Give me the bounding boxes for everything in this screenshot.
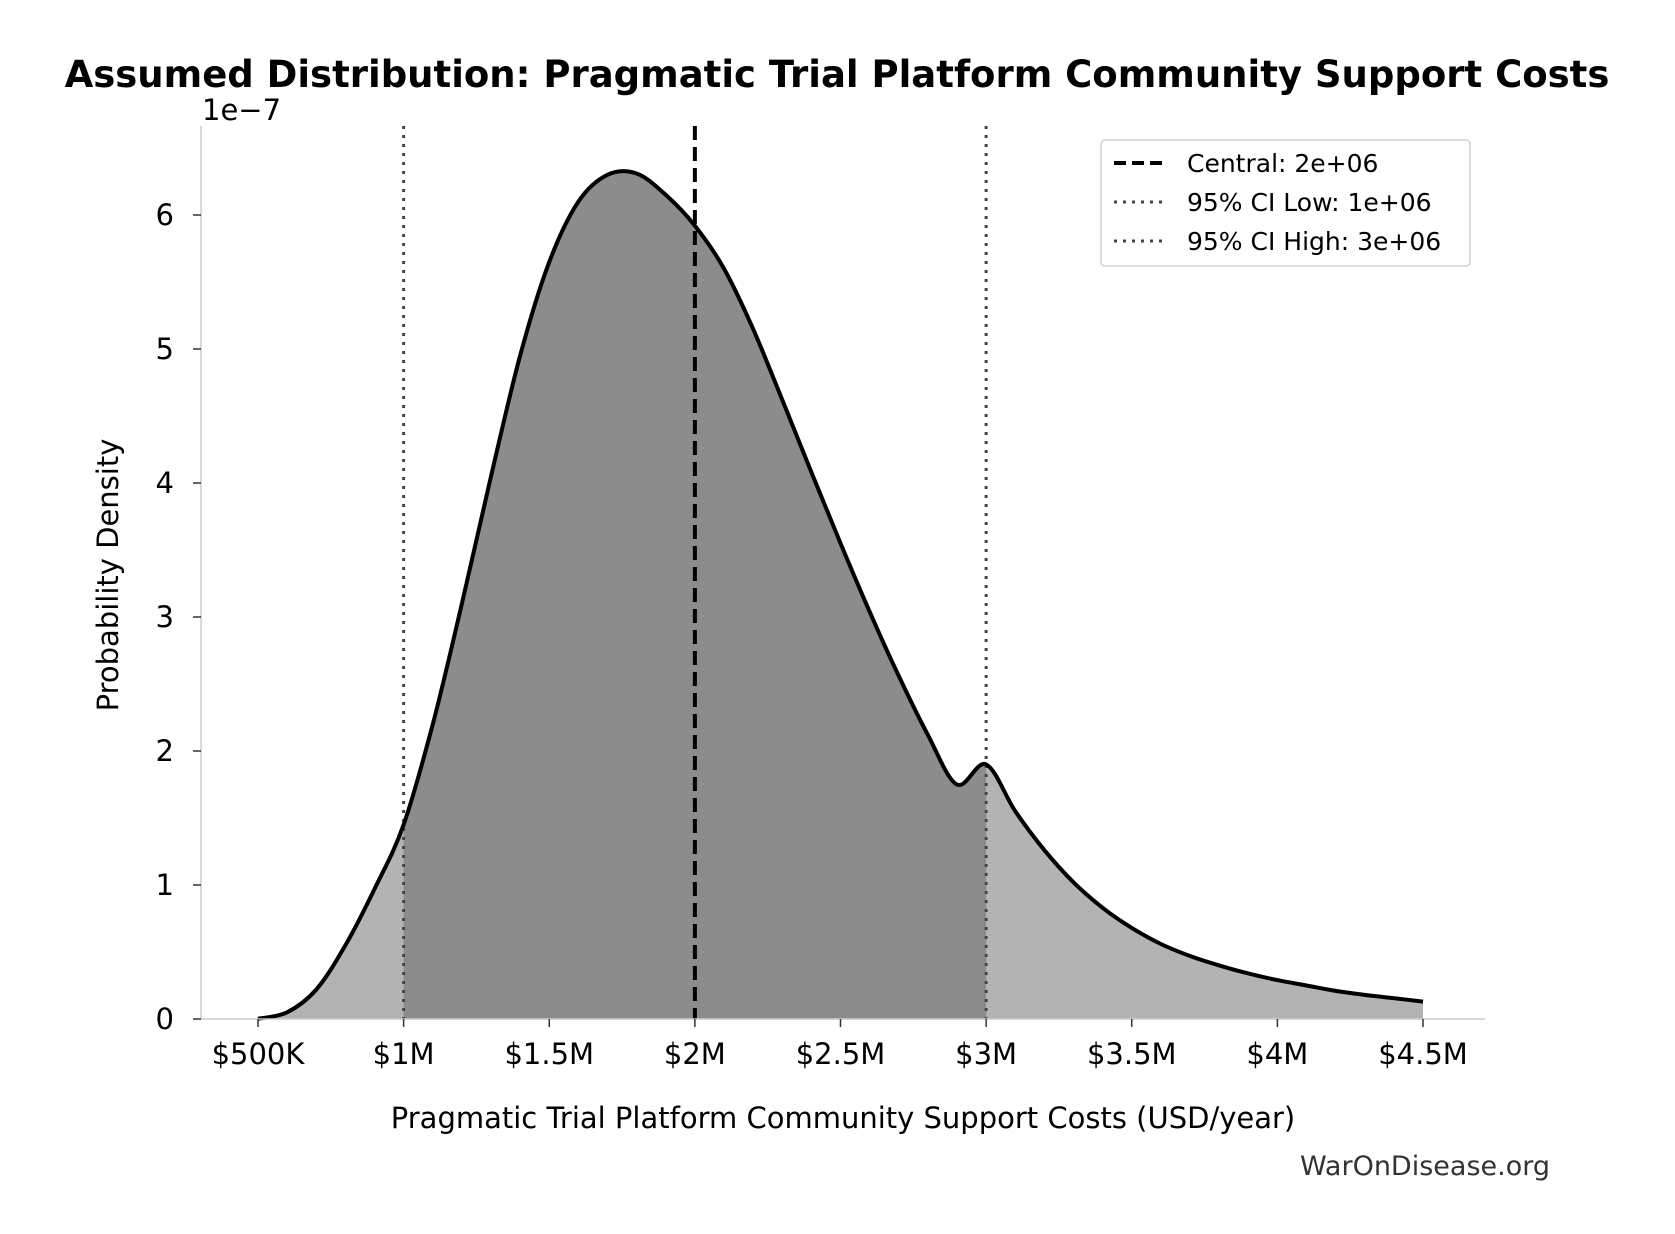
x-tick-label: $2.5M <box>796 1037 886 1071</box>
y-tick-label: 5 <box>156 332 174 366</box>
legend: Central: 2e+06 95% CI Low: 1e+06 95% CI … <box>1100 139 1471 267</box>
y-tick-label: 4 <box>156 466 174 500</box>
x-tick-label: $2M <box>664 1037 726 1071</box>
y-tick-label: 2 <box>156 734 174 768</box>
y-tick-label: 3 <box>156 600 174 634</box>
watermark: WarOnDisease.org <box>1300 1151 1550 1182</box>
ci-fill <box>403 171 987 1019</box>
x-tick-label: $1.5M <box>504 1037 594 1071</box>
y-tick-label: 1 <box>156 868 174 902</box>
x-axis-ticks: $500K $1M $1.5M $2M $2.5M $3M $3.5M $4M $4.5M <box>212 1019 1468 1071</box>
y-tick-label: 0 <box>156 1002 174 1036</box>
density-curve <box>257 169 1424 1021</box>
y-tick-label: 6 <box>156 198 174 232</box>
x-tick-label: $3.5M <box>1087 1037 1177 1071</box>
legend-box <box>1100 139 1471 267</box>
legend-label-ci-low: 95% CI Low: 1e+06 <box>1187 188 1432 217</box>
x-tick-label: $1M <box>373 1037 435 1071</box>
x-tick-label: $4M <box>1246 1037 1308 1071</box>
legend-label-ci-high: 95% CI High: 3e+06 <box>1187 227 1441 256</box>
y-scale-label: 1e−7 <box>202 93 281 127</box>
density-fill <box>258 171 1423 1019</box>
x-tick-label: $3M <box>955 1037 1017 1071</box>
y-axis-ticks: 0 1 2 3 4 5 6 <box>156 198 201 1036</box>
chart-title: Assumed Distribution: Pragmatic Trial Pl… <box>65 53 1610 96</box>
y-axis-label: Probability Density <box>91 439 125 712</box>
x-axis-label: Pragmatic Trial Platform Community Suppo… <box>391 1101 1295 1135</box>
reference-lines <box>402 126 988 1019</box>
x-tick-label: $4.5M <box>1378 1037 1468 1071</box>
legend-label-central: Central: 2e+06 <box>1187 149 1378 178</box>
x-tick-label: $500K <box>212 1037 306 1071</box>
